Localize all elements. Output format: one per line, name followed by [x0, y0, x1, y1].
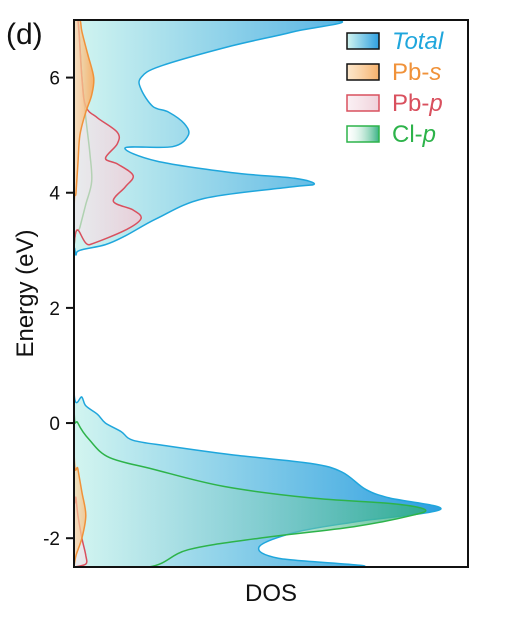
legend-label-pbp: Pb-p [392, 90, 443, 117]
series-pbs-area [74, 20, 95, 567]
legend-label-pbs: Pb-s [392, 59, 441, 86]
plot-frame [73, 19, 469, 568]
y-tick-label: 2 [49, 299, 60, 320]
legend-swatch-pbp [346, 94, 380, 112]
y-tick-label: -2 [43, 529, 60, 550]
legend-label-total: Total [392, 28, 444, 55]
y-axis-title: Energy (eV) [12, 229, 39, 357]
legend-label-clp: Cl-p [392, 121, 436, 148]
panel-label: (d) [6, 18, 43, 51]
y-tick-label: 0 [49, 414, 60, 435]
legend-swatch-total [346, 32, 380, 50]
legend-swatch-pbs [346, 63, 380, 81]
legend: Total Pb-s Pb-p Cl-p [346, 28, 444, 148]
y-tick-label: 6 [49, 69, 60, 90]
y-tick-label: 4 [49, 184, 60, 205]
legend-swatch-clp [346, 125, 380, 143]
y-axis: -2 0 2 4 6 [43, 69, 74, 550]
x-axis-title: DOS [245, 580, 297, 607]
series-layer [74, 20, 442, 567]
